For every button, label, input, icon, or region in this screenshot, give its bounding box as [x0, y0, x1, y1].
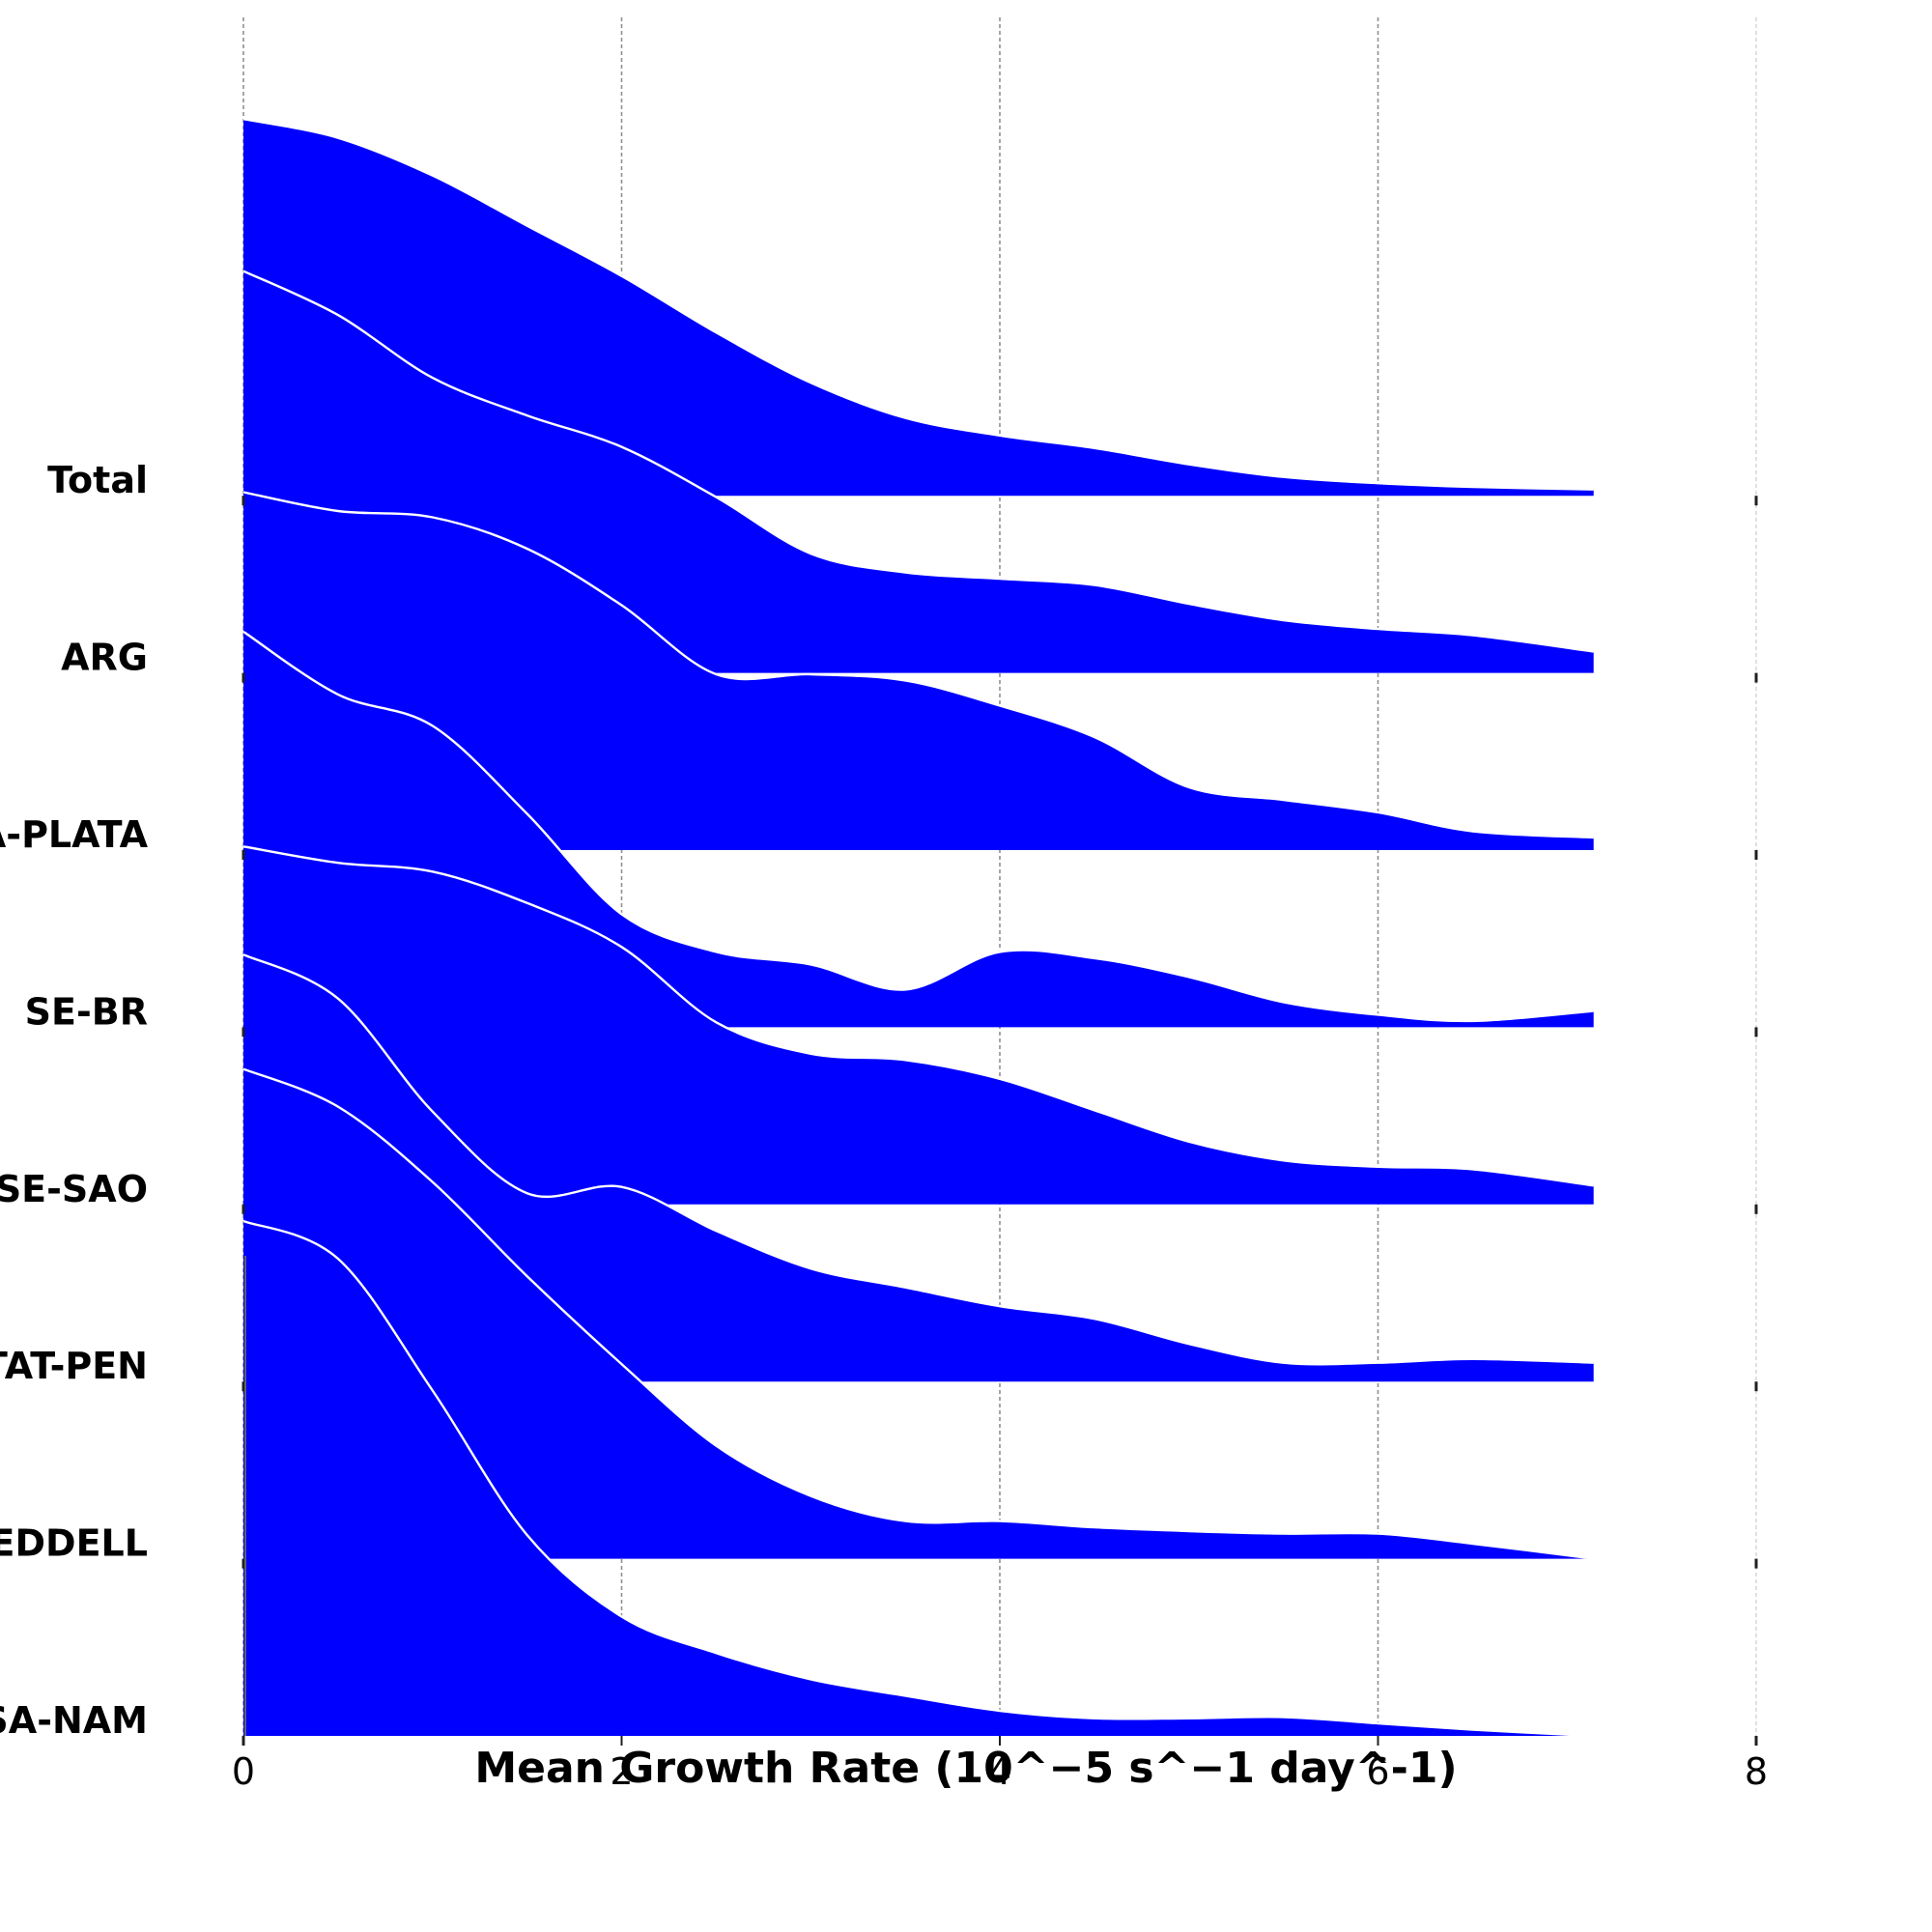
category-labels: Total ARG LA-PLATA SE-BR SE-SAO ANTAT-PEN WEDD…	[0, 459, 149, 1742]
category-label-arg: ARG	[61, 637, 148, 679]
ridge-outline-se-sao	[242, 845, 1594, 1187]
ridge-outline-antat-pen	[242, 953, 1594, 1366]
category-label-antat-pen: ANTAT-PEN	[0, 1345, 148, 1387]
x-tick-label-4: 4	[988, 1750, 1011, 1793]
x-axis-ticks: 0 2 4 6 8	[232, 496, 1768, 1793]
ridge-outline-se-br	[242, 630, 1594, 1023]
x-tick-label-6: 6	[1366, 1750, 1389, 1793]
x-tick-label-0: 0	[232, 1750, 255, 1793]
ridge-outline-arg	[242, 270, 1594, 653]
ridge-area-se-sao	[243, 846, 1594, 1205]
category-label-se-sao: SE-SAO	[0, 1168, 148, 1210]
ridge-outline-la-plata	[242, 491, 1594, 839]
category-label-se-br: SE-BR	[25, 990, 148, 1033]
category-label-la-plata: LA-PLATA	[0, 813, 149, 856]
category-label-sa-nam: SA-NAM	[0, 1699, 148, 1742]
ridge-outline-sa-nam	[242, 1219, 1594, 1738]
category-label-total: Total	[47, 459, 148, 501]
x-tick-label-8: 8	[1745, 1750, 1768, 1793]
ridges	[242, 118, 1594, 1738]
x-axis-title: Mean Growth Rate (10^−5 s^−1 day^-1)	[474, 1744, 1457, 1793]
category-label-weddell: WEDDELL	[0, 1522, 148, 1565]
ridge-area-antat-pen	[243, 954, 1594, 1382]
ridge-area-sa-nam	[243, 1221, 1594, 1736]
ridge-area-weddell	[243, 1068, 1594, 1559]
ridge-outline-total	[242, 118, 1594, 491]
ridge-outline-weddell	[242, 1067, 1594, 1560]
x-tick-label-2: 2	[610, 1750, 633, 1793]
ridge-area-la-plata	[243, 492, 1594, 850]
ridge-area-total	[243, 119, 1594, 497]
ridge-area-arg	[243, 270, 1594, 673]
